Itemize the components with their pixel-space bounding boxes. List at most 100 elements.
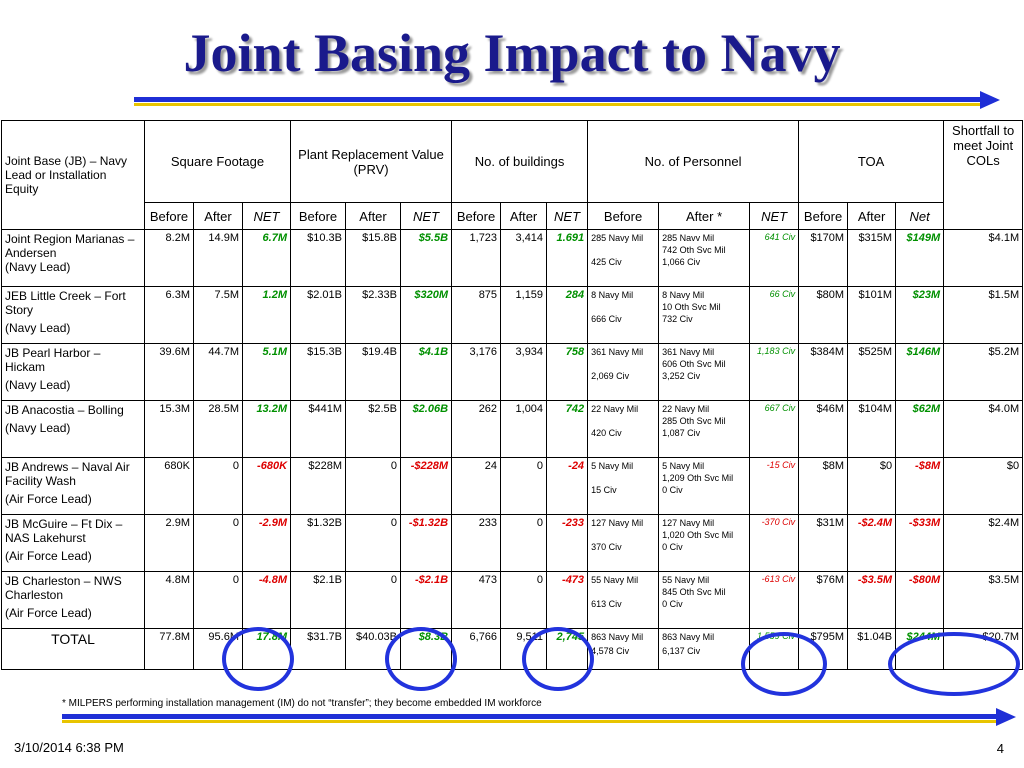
personnel-after: 5 Navy Mil 1,209 Oth Svc Mil 0 Civ xyxy=(658,457,751,515)
bld-net: -473 xyxy=(546,571,589,629)
bld-before: 24 xyxy=(451,457,502,515)
toa-before: $80M xyxy=(798,286,849,344)
personnel-mil: 127 Navy Mil xyxy=(591,518,644,528)
sf-net: -4.8M xyxy=(241,571,292,629)
bld-after: 1,004 xyxy=(500,400,548,458)
personnel-mil: 55 Navy Mil xyxy=(591,575,639,585)
prv-after: $2.5B xyxy=(345,400,402,458)
top-arrow-rule xyxy=(134,91,1000,109)
personnel-before: 285 Navy Mil 425 Civ xyxy=(587,229,660,287)
personnel-oth-svc: 1,020 Oth Svc Mil xyxy=(662,530,734,540)
sf-net: 5.1M xyxy=(241,343,292,401)
sf-before: 6.3M xyxy=(144,286,194,344)
table-row: JB McGuire – Ft Dix – NAS Lakehurst (Air … xyxy=(1,514,1024,572)
toa-before: $384M xyxy=(798,343,849,401)
subheader-before: Before xyxy=(451,202,502,230)
personnel-after: 127 Navy Mil 1,020 Oth Svc Mil 0 Civ xyxy=(658,514,751,572)
bld-net: 742 xyxy=(546,400,589,458)
lead-label: (Navy Lead) xyxy=(5,260,71,274)
personnel-mil: 22 Navy Mil xyxy=(591,404,639,414)
personnel-civ: 0 Civ xyxy=(662,485,683,495)
prv-before: $1.32B xyxy=(290,514,347,572)
personnel-before: 361 Navy Mil 2,069 Civ xyxy=(587,343,660,401)
bld-net: -24 xyxy=(546,457,589,515)
bld-before: 473 xyxy=(451,571,502,629)
base-name: Joint Region Marianas – Andersen xyxy=(5,232,135,260)
subheader-before: Before xyxy=(144,202,194,230)
total-label: TOTAL xyxy=(1,628,145,670)
sf-net: -680K xyxy=(241,457,292,515)
sf-before: 680K xyxy=(144,457,194,515)
lead-label: (Air Force Lead) xyxy=(5,549,92,563)
slide-date: 3/10/2014 6:38 PM xyxy=(14,740,124,755)
row-name-cell: JB Charleston – NWS Charleston (Air Force… xyxy=(1,571,145,629)
personnel-mil: 285 Navy Mil xyxy=(591,233,644,243)
personnel-mil: 5 Navy Mil xyxy=(662,461,705,471)
prv-net: -$2.1B xyxy=(400,571,453,629)
bld-net: -233 xyxy=(546,514,589,572)
personnel-mil: 361 Navy Mil xyxy=(591,347,644,357)
personnel-oth-svc: 845 Oth Svc Mil xyxy=(662,587,726,597)
shortfall-value: $0 xyxy=(943,457,1024,515)
personnel-net: 66 Civ xyxy=(749,286,800,344)
sf-after: 0 xyxy=(193,457,243,515)
row-name-cell: JB Andrews – Naval Air Facility Wash (Air… xyxy=(1,457,145,515)
base-name: JB Andrews – Naval Air Facility Wash xyxy=(5,460,130,488)
subheader-after: After xyxy=(345,202,402,230)
sf-before: 77.8M xyxy=(144,628,194,670)
personnel-net: -370 Civ xyxy=(749,514,800,572)
personnel-civ: 666 Civ xyxy=(591,314,622,324)
toa-before: $170M xyxy=(798,229,849,287)
toa-net: $62M xyxy=(895,400,945,458)
personnel-oth-svc: 742 Oth Svc Mil xyxy=(662,245,726,255)
sf-after: 28.5M xyxy=(193,400,243,458)
header-joint-base: Joint Base (JB) – Navy Lead or Installat… xyxy=(1,120,145,230)
shortfall-value: $4.1M xyxy=(943,229,1024,287)
personnel-civ: 15 Civ xyxy=(591,485,617,495)
base-name: JB McGuire – Ft Dix – NAS Lakehurst xyxy=(5,517,123,545)
subheader-after: After xyxy=(193,202,243,230)
header-square-footage: Square Footage xyxy=(143,120,292,203)
personnel-mil: 863 Navy Mil xyxy=(662,632,715,642)
personnel-after: 8 Navy Mil 10 Oth Svc Mil 732 Civ xyxy=(658,286,751,344)
lead-label: (Navy Lead) xyxy=(5,421,71,435)
bld-before: 1,723 xyxy=(451,229,502,287)
header-toa: TOA xyxy=(798,120,945,203)
sf-after: 14.9M xyxy=(193,229,243,287)
personnel-after: 863 Navy Mil 6,137 Civ xyxy=(658,628,751,670)
personnel-before: 22 Navy Mil 420 Civ xyxy=(587,400,660,458)
header-personnel: No. of Personnel xyxy=(587,120,800,203)
personnel-civ: 4,578 Civ xyxy=(591,646,630,656)
lead-label: (Navy Lead) xyxy=(5,378,71,392)
total-row: TOTAL 77.8M 95.6M 17.8M $31.7B $40.03B $… xyxy=(1,628,1024,670)
base-name: JB Pearl Harbor – Hickam xyxy=(5,346,101,374)
prv-before: $31.7B xyxy=(290,628,347,670)
prv-before: $10.3B xyxy=(290,229,347,287)
personnel-mil: 22 Navy Mil xyxy=(662,404,710,414)
highlight-circle xyxy=(222,627,294,691)
personnel-civ: 732 Civ xyxy=(662,314,693,324)
personnel-mil: 127 Navy Mil xyxy=(662,518,715,528)
prv-after: 0 xyxy=(345,457,402,515)
toa-net: -$80M xyxy=(895,571,945,629)
personnel-civ: 425 Civ xyxy=(591,257,622,267)
toa-net: $149M xyxy=(895,229,945,287)
bld-after: 0 xyxy=(500,457,548,515)
personnel-mil: 5 Navy Mil xyxy=(591,461,634,471)
toa-after: -$2.4M xyxy=(847,514,897,572)
highlight-circle xyxy=(385,627,457,691)
sf-net: 1.2M xyxy=(241,286,292,344)
prv-before: $441M xyxy=(290,400,347,458)
subheader-net: NET xyxy=(546,202,589,230)
table-row: JB Anacostia – Bolling (Navy Lead) 15.3M … xyxy=(1,400,1024,458)
bottom-arrow-rule xyxy=(62,708,1016,726)
toa-before: $76M xyxy=(798,571,849,629)
base-name: JB Anacostia – Bolling xyxy=(5,403,124,417)
prv-net: -$1.32B xyxy=(400,514,453,572)
subheader-net: Net xyxy=(895,202,945,230)
row-name-cell: JB McGuire – Ft Dix – NAS Lakehurst (Air … xyxy=(1,514,145,572)
row-name-cell: Joint Region Marianas – Andersen (Navy Le… xyxy=(1,229,145,287)
personnel-net: -15 Civ xyxy=(749,457,800,515)
bld-before: 875 xyxy=(451,286,502,344)
sf-before: 4.8M xyxy=(144,571,194,629)
